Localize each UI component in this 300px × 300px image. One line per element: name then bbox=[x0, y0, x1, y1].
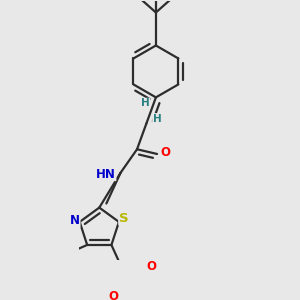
Text: H: H bbox=[153, 114, 161, 124]
Text: H: H bbox=[141, 98, 150, 108]
Text: O: O bbox=[160, 146, 170, 159]
Text: S: S bbox=[119, 212, 128, 225]
Text: O: O bbox=[146, 260, 157, 273]
Text: HN: HN bbox=[96, 167, 116, 181]
Text: O: O bbox=[109, 290, 118, 300]
Text: N: N bbox=[70, 214, 80, 227]
